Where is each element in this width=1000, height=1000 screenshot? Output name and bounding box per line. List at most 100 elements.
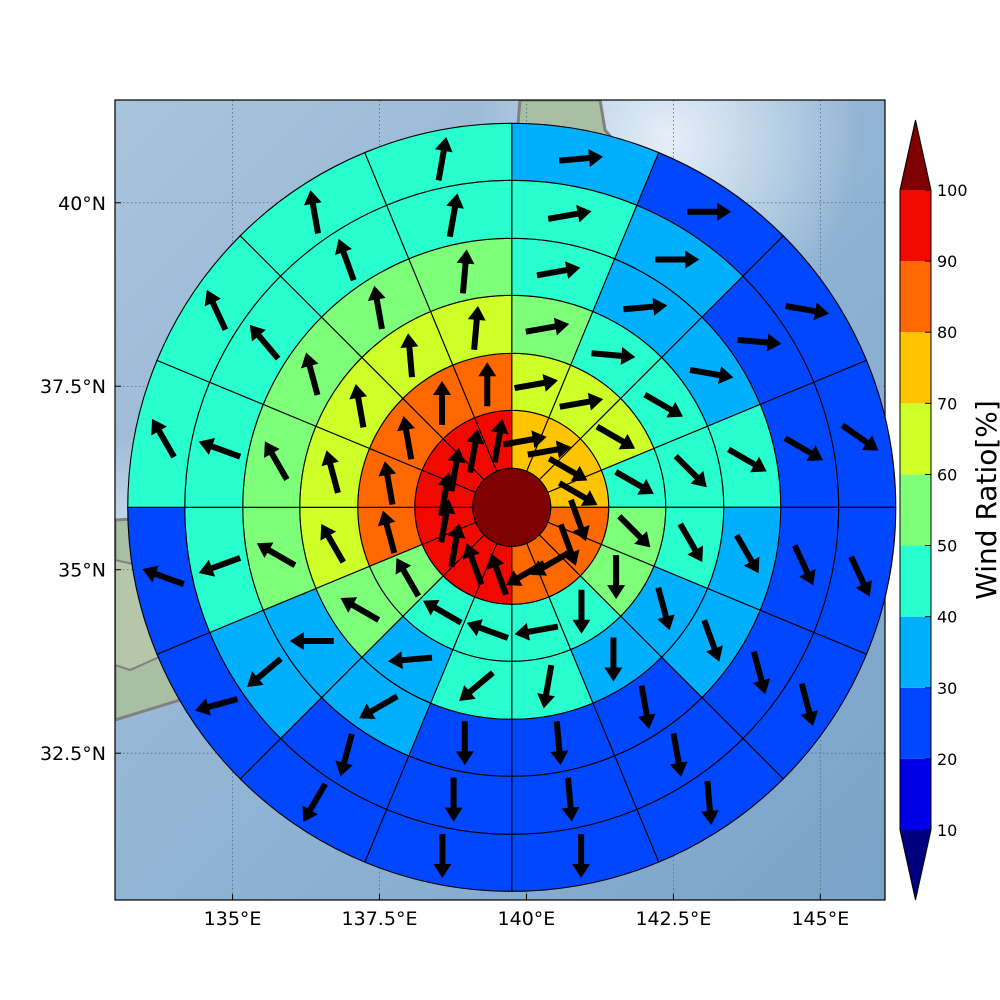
wind-arrow-shape (604, 637, 623, 682)
wind-arrow-shape (655, 586, 675, 631)
colorbar-segment (900, 190, 931, 262)
wind-arrow (537, 664, 555, 709)
wind-arrow-shape (591, 346, 636, 365)
wind-arrow (249, 324, 281, 361)
wind-arrow (378, 461, 397, 506)
wind-arrow (547, 204, 592, 223)
wind-arrow (447, 447, 466, 492)
colorbar-segment (900, 332, 931, 404)
wind-arrow (623, 297, 668, 316)
center-disk (472, 467, 552, 547)
wind-arrow (617, 514, 651, 548)
colorbar-extend-min (900, 830, 931, 900)
wind-arrow-shape (623, 297, 668, 316)
wind-arrow-shape (792, 544, 816, 586)
lat-tick-label: 35°N (58, 560, 106, 582)
wind-arrow (525, 317, 570, 336)
wind-arrow-shape (264, 441, 290, 481)
wind-arrow-shape (595, 424, 636, 450)
wind-arrow-shape (547, 455, 588, 482)
wind-arrow (514, 622, 559, 641)
wind-arrow (527, 440, 572, 459)
wind-arrow (558, 149, 604, 167)
wind-arrow (459, 670, 495, 701)
wind-arrow-shape (514, 622, 559, 641)
wind-arrow-shape (466, 429, 485, 473)
wind-arrow-shape (433, 380, 452, 425)
wind-arrow-shape (456, 249, 475, 294)
colorbar-tick-label: 40 (937, 608, 957, 627)
wind-arrow (572, 834, 591, 879)
longitude-axis: 135°E 137.5°E 140°E 142.5°E 145°E (204, 894, 849, 930)
wind-arrow-shape (557, 480, 598, 506)
colorbar-segment (900, 616, 931, 688)
wind-arrow-shape (557, 523, 580, 566)
wind-arrow (456, 249, 475, 294)
wind-arrow-shape (459, 670, 495, 701)
wind-arrow-shape (320, 523, 346, 564)
wind-arrow (447, 523, 466, 568)
wind-arrow (673, 453, 707, 488)
wind-arrow-shape (491, 418, 509, 463)
wind-arrow-shape (444, 777, 463, 822)
wind-arrow (198, 555, 242, 577)
wind-arrow-shape (400, 333, 419, 378)
wind-arrow-shape (514, 373, 558, 392)
wind-arrow (591, 346, 636, 365)
wind-arrow-shape (466, 619, 509, 641)
ring-sector (364, 122, 513, 206)
wind-arrow-shape (467, 305, 486, 351)
wind-arrow-shape (395, 558, 422, 598)
wind-arrow-shape (367, 285, 386, 330)
wind-arrow-shape (785, 302, 830, 321)
wind-arrow-shape (840, 422, 879, 451)
wind-arrow (614, 469, 654, 495)
colorbar-segment (900, 403, 931, 475)
wind-arrow (550, 721, 569, 766)
wind-sector-rings (127, 122, 897, 892)
wind-arrow (367, 285, 386, 330)
wind-arrow (289, 631, 334, 650)
wind-arrow (487, 553, 509, 596)
wind-arrow (514, 373, 558, 392)
wind-arrow (422, 599, 463, 626)
wind-arrow-shape (462, 543, 485, 586)
wind-arrow-shape (527, 440, 572, 459)
wind-arrow-shape (340, 597, 381, 623)
wind-arrow-shape (198, 555, 242, 577)
wind-arrow (377, 510, 398, 554)
wind-arrow-shape (727, 446, 767, 473)
colorbar-tick-label: 50 (937, 537, 957, 556)
wind-arrow-shape (447, 447, 466, 492)
wind-arrow-shape (689, 366, 734, 384)
wind-arrow (264, 441, 290, 481)
wind-arrow-shape (198, 438, 242, 460)
wind-arrow (655, 250, 700, 269)
wind-arrow-shape (607, 555, 626, 600)
wind-arrow (798, 682, 819, 727)
wind-arrow-shape (568, 498, 590, 542)
wind-arrow-shape (559, 392, 604, 411)
wind-arrow (595, 424, 636, 450)
colorbar-tick-label: 90 (937, 252, 957, 271)
wind-arrow-shape (422, 599, 463, 626)
wind-arrow (687, 202, 732, 221)
wind-arrow-shape (530, 550, 571, 576)
wind-arrow-shape (303, 190, 322, 234)
wind-arrow (737, 333, 782, 352)
wind-arrow (557, 523, 580, 566)
wind-arrow (677, 522, 704, 563)
wind-arrow (478, 362, 497, 407)
lat-tick-label: 32.5°N (40, 743, 106, 765)
wind-arrow (321, 450, 341, 494)
wind-arrow-shape (478, 362, 497, 407)
wind-arrow (466, 619, 509, 641)
wind-arrow-shape (669, 732, 688, 777)
wind-arrow (247, 656, 283, 688)
wind-arrow (335, 733, 355, 777)
wind-arrow (302, 782, 328, 822)
wind-arrow-shape (783, 435, 824, 461)
wind-arrow (568, 498, 590, 542)
wind-arrow (340, 597, 381, 623)
